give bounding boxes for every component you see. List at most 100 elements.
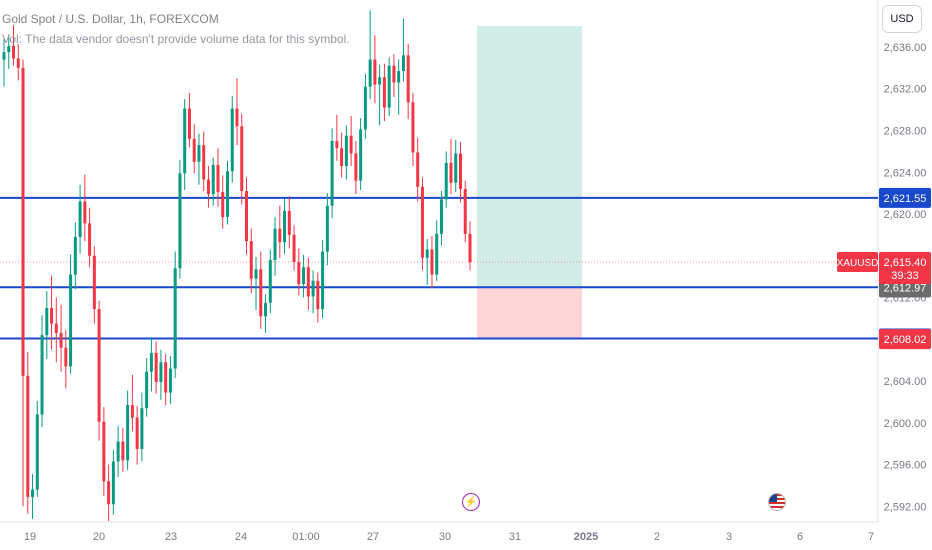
candle <box>230 96 234 183</box>
candle <box>235 78 239 146</box>
candle-body <box>392 65 396 83</box>
candle-body <box>340 148 344 166</box>
candle <box>164 353 168 406</box>
candle <box>378 64 382 126</box>
candle <box>302 254 306 298</box>
candle-body <box>149 352 153 372</box>
candle-body <box>368 59 372 87</box>
candle-body <box>401 55 405 71</box>
candle-body <box>83 201 87 224</box>
candle <box>16 43 20 81</box>
candle <box>373 35 377 104</box>
candle <box>2 38 6 87</box>
candle <box>311 270 315 314</box>
candle-body <box>449 162 453 183</box>
candle-body <box>135 417 139 449</box>
candle-body <box>363 86 367 130</box>
countdown-tag: 39:33 <box>891 270 919 282</box>
candle-body <box>168 368 172 393</box>
candle <box>178 159 182 279</box>
candle-body <box>316 280 320 310</box>
candle-body <box>359 129 363 181</box>
candle-body <box>45 307 49 336</box>
currency-button[interactable]: USD <box>882 5 922 33</box>
candle <box>221 175 225 229</box>
candle-body <box>202 145 206 180</box>
candle-body <box>240 126 244 192</box>
candle-body <box>116 441 120 462</box>
candle <box>392 54 396 98</box>
candle-body <box>183 108 187 174</box>
candle <box>401 18 405 82</box>
current-price-tag-bg <box>879 252 931 285</box>
candle-body <box>297 262 301 284</box>
x-tick-label: 27 <box>367 531 379 543</box>
y-tick-label: 2,636.00 <box>884 42 927 54</box>
candle <box>463 180 467 243</box>
candle <box>397 59 401 115</box>
candle-body <box>107 481 111 505</box>
candle <box>245 177 249 255</box>
candle <box>368 10 372 100</box>
candle-body <box>268 259 272 303</box>
candle <box>45 291 49 360</box>
candle-body <box>121 441 125 461</box>
candle-body <box>406 55 410 103</box>
candle <box>340 132 344 178</box>
candle-body <box>349 135 353 154</box>
candle-body <box>50 307 54 324</box>
candle <box>126 390 130 470</box>
candle-body <box>330 140 334 206</box>
candle <box>216 148 220 207</box>
x-tick-label: 3 <box>726 531 732 543</box>
candle-body <box>2 52 6 60</box>
candle <box>92 246 96 324</box>
candle-body <box>249 241 253 279</box>
candle <box>97 300 101 441</box>
candle-body <box>221 192 225 218</box>
candle <box>145 358 149 417</box>
candle <box>102 407 106 496</box>
candle <box>50 275 54 350</box>
candle <box>154 341 158 394</box>
candle-body <box>306 267 310 297</box>
position-stop-zone[interactable] <box>477 287 582 339</box>
candle <box>225 160 229 225</box>
candle <box>406 43 410 120</box>
candle <box>439 191 443 246</box>
y-tick-label: 2,592.00 <box>884 501 927 513</box>
y-tick-label: 2,624.00 <box>884 167 927 179</box>
candle-body <box>425 249 429 258</box>
candle <box>283 198 287 254</box>
candle-body <box>420 186 424 258</box>
candle-body <box>373 59 377 85</box>
candle-body <box>7 45 11 53</box>
candle <box>249 228 253 294</box>
candle <box>430 235 434 289</box>
candle-body <box>78 201 82 237</box>
candle-body <box>192 138 196 162</box>
candle <box>202 131 206 192</box>
candle <box>54 297 58 363</box>
candle <box>335 114 339 161</box>
candle <box>349 115 353 166</box>
y-tick-label: 2,604.00 <box>884 376 927 388</box>
price-tag-bg <box>879 329 931 350</box>
candle-body <box>178 173 182 269</box>
candle <box>292 225 296 271</box>
candle-body <box>245 191 249 242</box>
candle-body <box>468 233 472 263</box>
candle-body <box>92 255 96 310</box>
candle <box>64 329 68 389</box>
candle <box>287 196 291 249</box>
bolt-event-icon[interactable]: ⚡ <box>462 493 480 511</box>
candle <box>316 272 320 323</box>
candle <box>325 193 329 266</box>
candle-body <box>430 249 434 275</box>
candle <box>321 240 325 319</box>
us-flag-event-icon[interactable] <box>768 493 786 511</box>
candle-body <box>302 267 306 284</box>
position-target-zone[interactable] <box>477 26 582 288</box>
candle <box>468 221 472 271</box>
